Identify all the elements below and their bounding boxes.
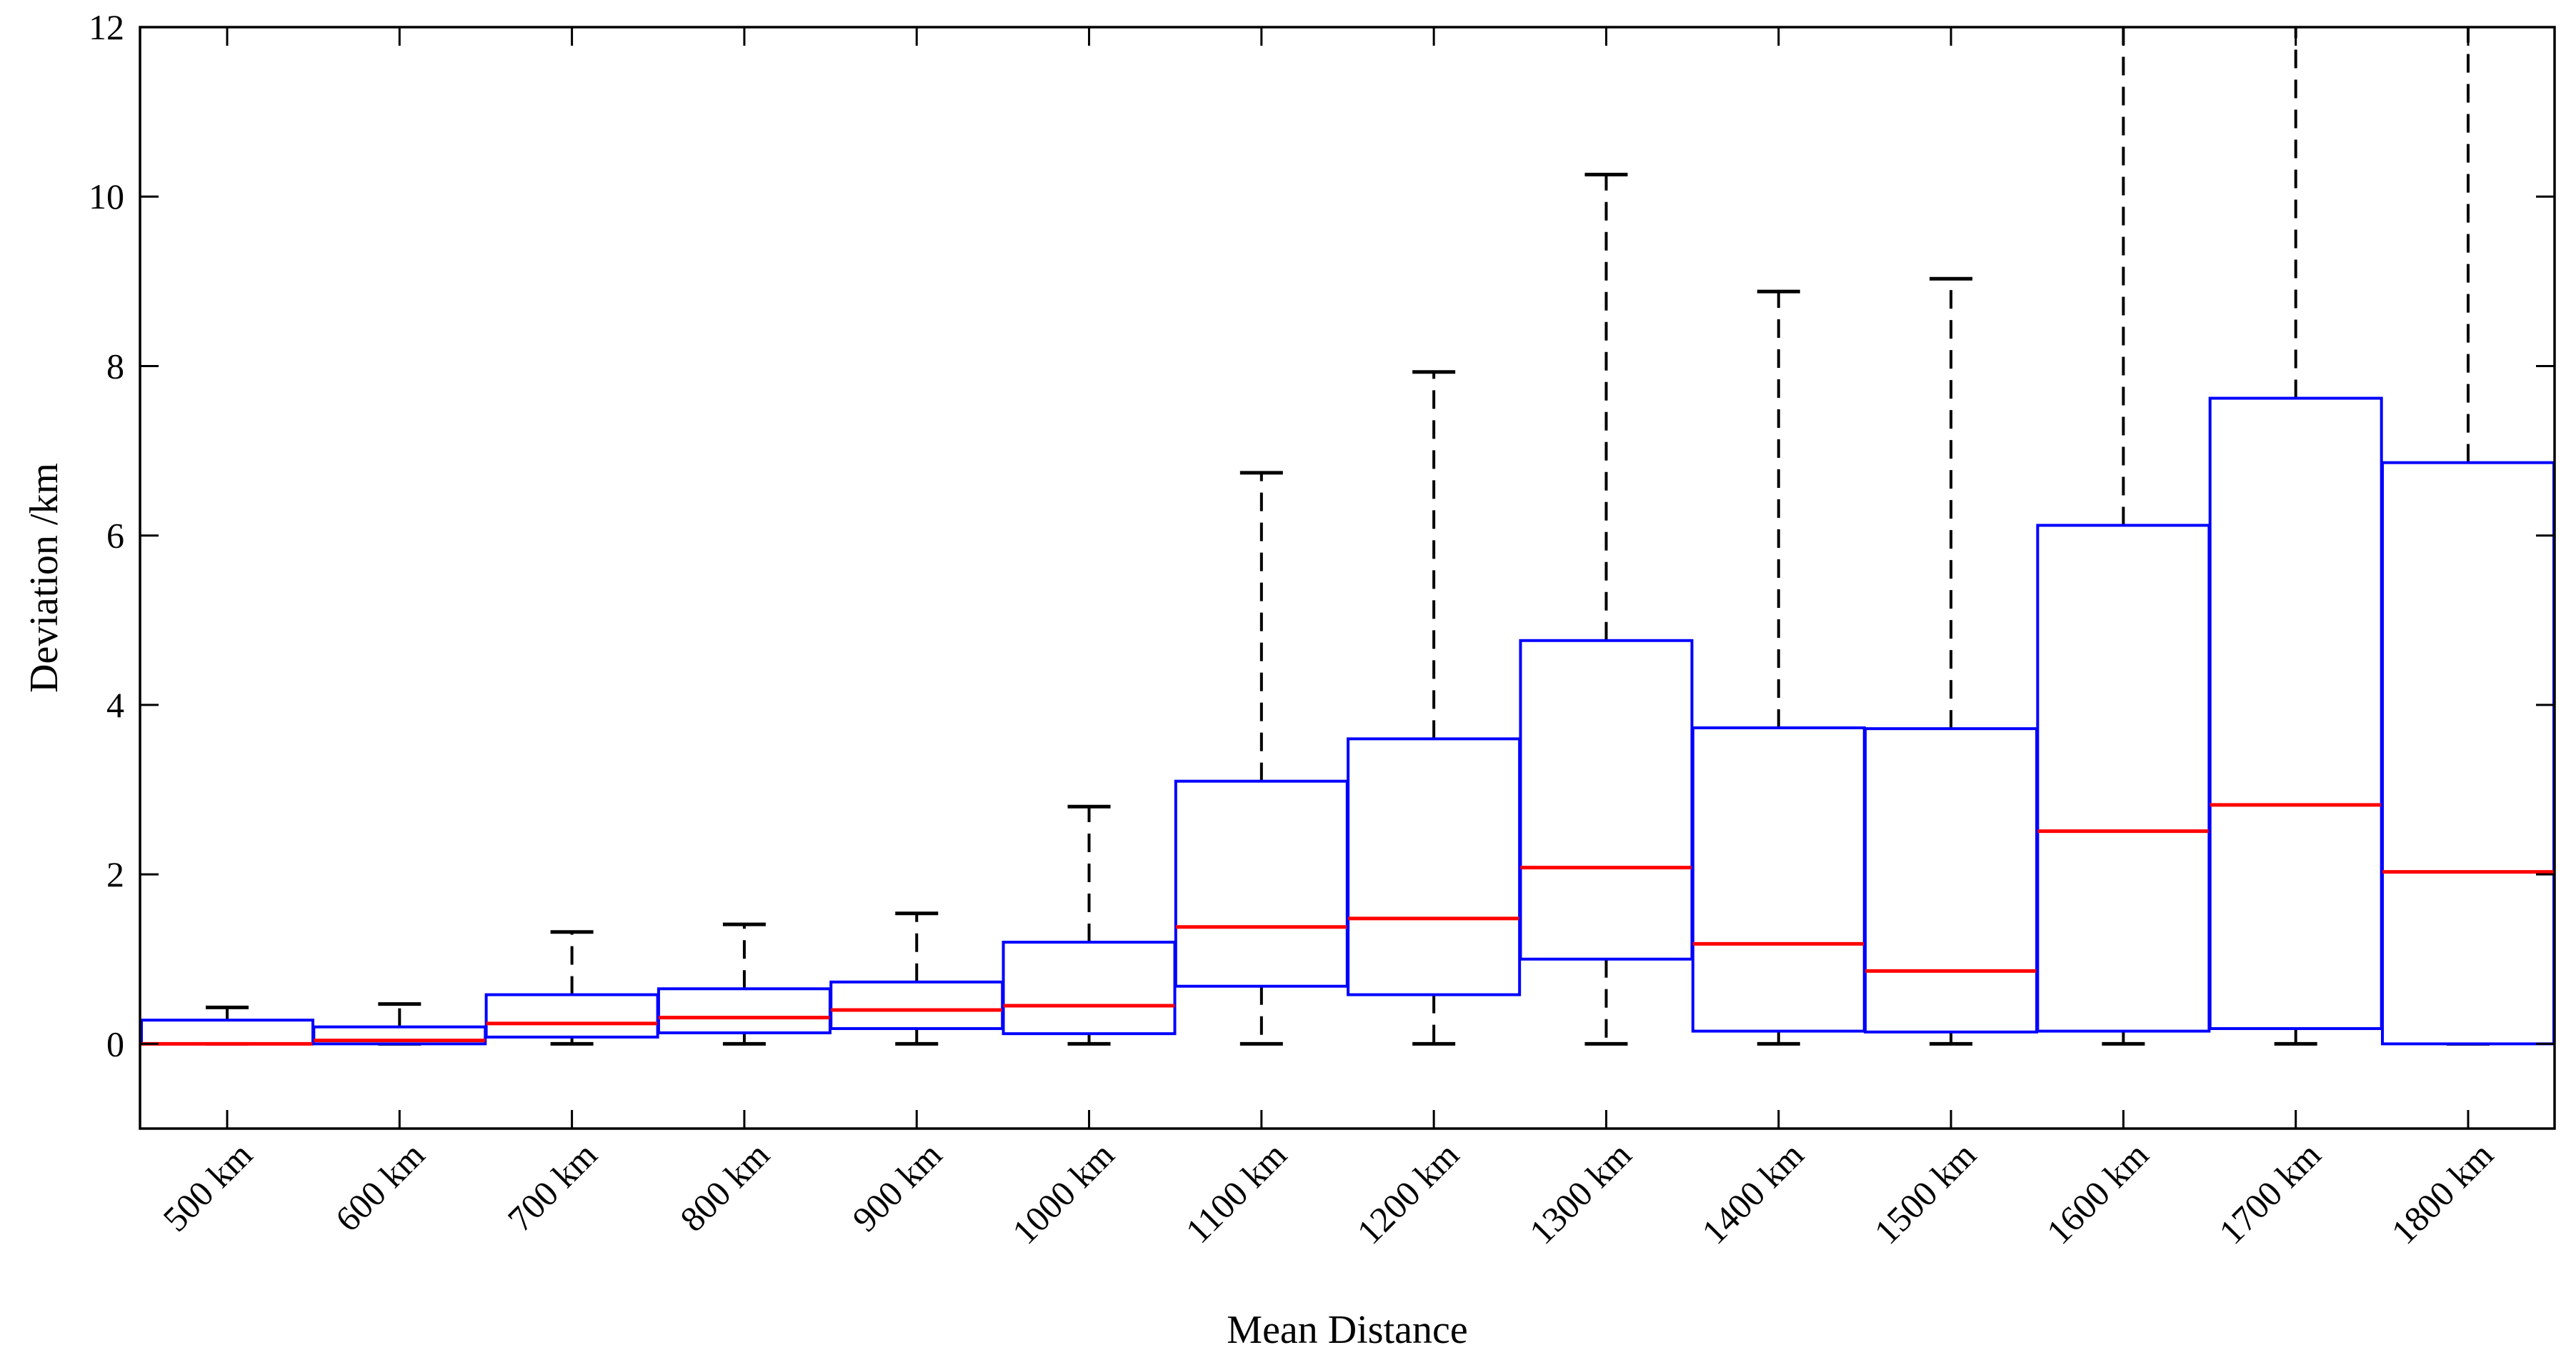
ticks-layer [140,26,2555,1129]
box-group-5 [1002,804,1177,1046]
y-axis-title: Deviation /km [22,463,66,693]
iqr-box [2036,524,2211,1033]
iqr-box [140,1019,314,1046]
y-tick-label-5: 10 [89,176,124,216]
box-group-13 [2381,27,2555,1046]
iqr-box [1519,639,1694,961]
iqr-box [1002,941,1177,1036]
box-group-6 [1174,471,1349,1046]
iqr-box [2381,461,2555,1046]
y-tick-label-1: 2 [106,854,124,894]
box-group-8 [1519,172,1694,1046]
box-group-4 [829,911,1004,1046]
box-group-10 [1864,276,2039,1046]
y-tick-label-4: 8 [106,346,124,386]
iqr-box [1691,726,1866,1033]
y-tick-label-0: 0 [106,1024,124,1064]
plot-frame [139,26,2556,1130]
box-group-2 [484,930,659,1046]
box-group-12 [2208,27,2383,1046]
iqr-box [1864,727,2039,1034]
box-group-3 [657,922,832,1046]
y-tick-label-6: 12 [89,7,124,47]
box-group-7 [1347,370,1522,1046]
box-group-1 [312,1002,487,1046]
iqr-box [829,980,1004,1031]
iqr-box [2208,396,2383,1031]
y-tick-label-3: 6 [106,516,124,556]
iqr-box [484,993,659,1039]
y-tick-label-2: 4 [106,685,124,725]
box-group-0 [140,1005,314,1046]
iqr-box [1347,737,1522,996]
box-group-11 [2036,27,2211,1046]
iqr-box [657,987,832,1034]
boxes-layer [140,27,2555,1046]
iqr-box [1174,779,1349,988]
x-axis-title: Mean Distance [1227,1308,1467,1352]
